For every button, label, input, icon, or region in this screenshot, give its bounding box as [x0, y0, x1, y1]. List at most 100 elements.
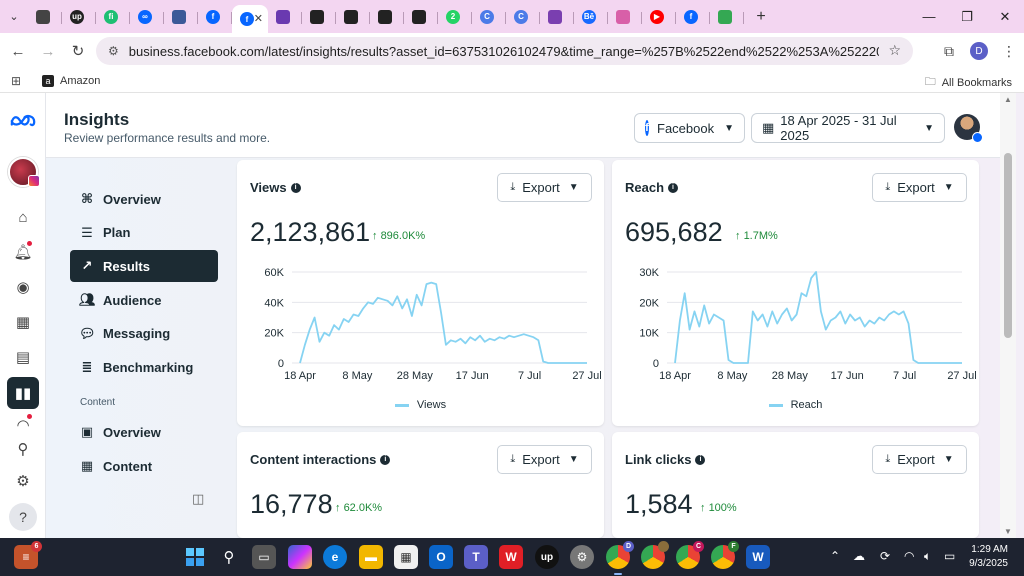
info-icon[interactable]: i	[380, 454, 391, 465]
bookmark-amazon[interactable]: a Amazon	[42, 74, 100, 87]
reload-icon[interactable]: ↻	[71, 43, 85, 60]
content-library-icon[interactable]: ▤	[15, 349, 31, 366]
browser-tab[interactable]: f	[676, 4, 710, 30]
system-clock[interactable]: 1:29 AM 9/3/2025	[969, 543, 1008, 571]
bookmark-star-icon[interactable]: ☆	[888, 42, 901, 58]
browser-tab[interactable]	[268, 4, 302, 30]
reach-export-button[interactable]: ⤓ Export ▼	[872, 173, 967, 202]
upwork-icon[interactable]: up	[535, 545, 559, 569]
scroll-down-icon[interactable]: ▼	[1004, 527, 1012, 536]
compass-icon[interactable]: ◉	[16, 279, 30, 296]
browser-tab[interactable]	[608, 4, 642, 30]
onedrive-icon[interactable]: ☁	[853, 549, 865, 563]
word-icon[interactable]: W	[746, 545, 770, 569]
browser-tab[interactable]	[540, 4, 574, 30]
browser-tab[interactable]: ▶	[642, 4, 676, 30]
restore-icon[interactable]: ❐	[961, 8, 973, 24]
chrome-icon[interactable]: D	[606, 541, 634, 575]
close-tab-icon[interactable]: ✕	[253, 13, 263, 25]
browser-tab[interactable]	[302, 4, 336, 30]
browser-tab[interactable]	[710, 4, 744, 30]
browser-menu-icon[interactable]: ⋮	[1002, 42, 1016, 59]
views-export-button[interactable]: ⤓ Export ▼	[497, 173, 592, 202]
windows-start-icon[interactable]	[183, 545, 207, 569]
file-explorer-icon[interactable]: ▬	[359, 545, 383, 569]
browser-tab[interactable]: C	[506, 4, 540, 30]
browser-tab[interactable]: f ✕	[232, 5, 268, 33]
chrome-icon[interactable]: C	[676, 541, 704, 569]
wifi-icon[interactable]: ◠	[904, 549, 915, 563]
tray-chevron-icon[interactable]: ⌃	[830, 549, 841, 563]
nav-item-overview[interactable]: ⌘ Overview	[70, 183, 218, 215]
copilot-icon[interactable]	[288, 545, 312, 569]
new-tab-button[interactable]: +	[756, 7, 766, 25]
apps-grid-icon[interactable]: ⊞	[10, 73, 22, 88]
browser-tab[interactable]: fi	[96, 4, 130, 30]
interactions-export-button[interactable]: ⤓ Export ▼	[497, 445, 592, 474]
browser-tab[interactable]	[336, 4, 370, 30]
nav-item-messaging[interactable]: 💬︎ Messaging	[70, 318, 218, 350]
browser-tab[interactable]	[164, 4, 198, 30]
page-scrollbar[interactable]: ▲ ▼	[1000, 93, 1016, 538]
profile-avatar[interactable]: D	[970, 42, 988, 60]
stack-app-icon[interactable]: ≡ 6	[14, 541, 42, 569]
browser-tab[interactable]: Bē	[574, 4, 608, 30]
nav-item-plan[interactable]: ☰ Plan	[70, 217, 218, 249]
browser-tab[interactable]: 2	[438, 4, 472, 30]
ads-icon[interactable]: ◠	[11, 413, 35, 437]
site-info-icon[interactable]: ⚙	[108, 44, 119, 58]
nav-item-content-overview[interactable]: ▣ Overview	[70, 416, 218, 448]
minimize-icon[interactable]: —	[922, 9, 936, 24]
task-view-icon[interactable]: ▭	[252, 545, 276, 569]
calendar-icon[interactable]: ▦	[15, 314, 31, 331]
teams-icon[interactable]: T	[464, 545, 488, 569]
home-icon[interactable]: ⌂	[18, 208, 28, 226]
links-export-button[interactable]: ⤓ Export ▼	[872, 445, 967, 474]
browser-tab[interactable]: ∞	[130, 4, 164, 30]
page-avatar[interactable]	[8, 157, 40, 187]
url-text[interactable]: business.facebook.com/latest/insights/re…	[128, 43, 879, 59]
scroll-thumb[interactable]	[1004, 153, 1012, 338]
nav-item-content[interactable]: ▦ Content	[70, 450, 218, 482]
meta-logo-icon[interactable]	[9, 113, 37, 129]
all-bookmarks[interactable]: 🗀 All Bookmarks	[925, 73, 1012, 92]
info-icon[interactable]: i	[668, 182, 679, 193]
browser-tab[interactable]: C	[472, 4, 506, 30]
scroll-up-icon[interactable]: ▲	[1004, 95, 1012, 104]
chrome-icon[interactable]: F	[711, 541, 739, 569]
browser-tab[interactable]	[28, 4, 62, 30]
outlook-icon[interactable]: O	[429, 545, 453, 569]
close-window-icon[interactable]: ✕	[999, 8, 1011, 24]
store-icon[interactable]: ▦	[394, 545, 418, 569]
nav-item-audience[interactable]: 👥︎ Audience	[70, 284, 218, 316]
chrome-icon[interactable]	[641, 541, 669, 569]
browser-tab[interactable]	[370, 4, 404, 30]
platform-dropdown[interactable]: f Facebook ▼	[634, 113, 745, 143]
help-icon[interactable]: ?	[9, 503, 37, 531]
collapse-sidebar-icon[interactable]: ◫	[192, 491, 205, 506]
nav-item-benchmarking[interactable]: ≣ Benchmarking	[70, 351, 218, 383]
browser-tab[interactable]: f	[198, 4, 232, 30]
search-icon[interactable]: ⚲	[223, 549, 235, 566]
info-icon[interactable]: i	[290, 182, 301, 193]
edge-icon[interactable]: e	[323, 545, 347, 569]
battery-icon[interactable]: ▭	[944, 549, 956, 563]
wps-icon[interactable]: W	[499, 545, 523, 569]
nav-item-results[interactable]: ↗ Results	[70, 250, 218, 283]
tab-search-chevron-icon[interactable]: ⌄	[9, 11, 19, 23]
browser-tab[interactable]: up	[62, 4, 96, 30]
date-range-picker[interactable]: ▦ 18 Apr 2025 - 31 Jul 2025 ▼	[751, 113, 945, 143]
settings-icon[interactable]: ⚙	[16, 473, 30, 490]
address-bar[interactable]: ⚙ business.facebook.com/latest/insights/…	[96, 37, 913, 65]
volume-muted-icon[interactable]: 🔈︎	[924, 549, 932, 563]
forward-icon[interactable]: →	[40, 42, 56, 60]
sync-icon[interactable]: ⟳	[880, 549, 891, 563]
browser-tab[interactable]	[404, 4, 438, 30]
user-avatar[interactable]	[954, 114, 983, 143]
insights-icon[interactable]: ▮▮	[7, 377, 39, 409]
notifications-icon[interactable]: 🔔︎	[11, 240, 35, 264]
extensions-icon[interactable]: ⧉	[944, 42, 954, 59]
back-icon[interactable]: ←	[10, 42, 26, 60]
search-icon[interactable]: ⚲	[17, 441, 29, 458]
settings-icon[interactable]: ⚙	[570, 545, 594, 569]
